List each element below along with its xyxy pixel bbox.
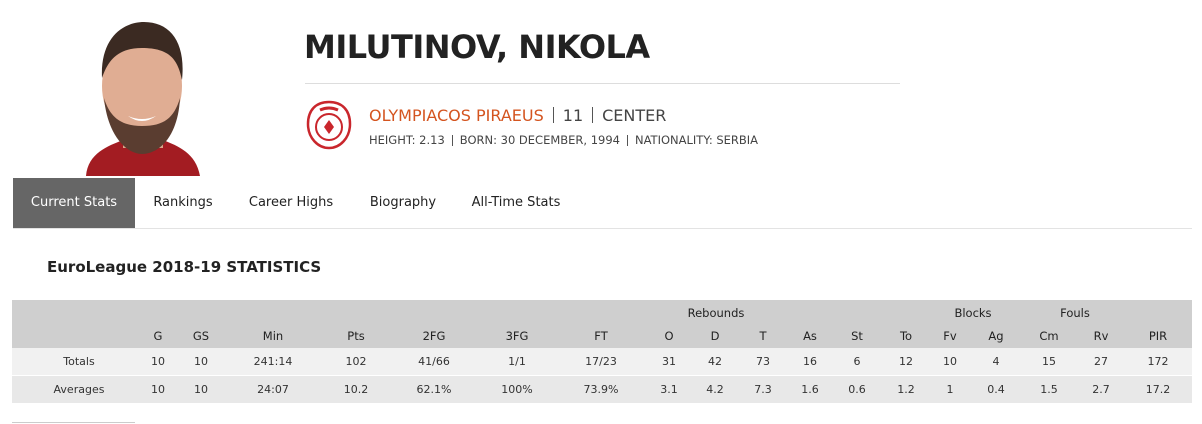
tab-bar: Current Stats Rankings Career Highs Biograp…	[13, 178, 1192, 229]
stat-cell: 241:14	[253, 355, 293, 368]
stat-cell: 31	[662, 355, 676, 368]
team-line: OLYMPIACOS PIRAEUS 11 CENTER	[369, 106, 666, 125]
stat-cell: 1.2	[897, 383, 915, 396]
bio-item: NATIONALITY: SERBIA	[634, 133, 759, 147]
stat-cell: 1	[946, 383, 954, 396]
stat-cell: 2.7	[1092, 383, 1110, 396]
stat-cell: 172	[1147, 355, 1169, 368]
column-group-header: Rebounds	[687, 306, 745, 320]
separator	[626, 135, 628, 146]
column-header: D	[710, 329, 720, 343]
column-group-header: Fouls	[1060, 306, 1090, 320]
separator	[592, 107, 594, 123]
column-header: Cm	[1039, 329, 1059, 343]
column-header: Ag	[988, 329, 1004, 343]
bio-line: HEIGHT: 2.13 BORN: 30 DECEMBER, 1994 NATIO…	[369, 133, 758, 147]
stat-cell: 102	[345, 355, 367, 368]
stat-cell: 100%	[501, 383, 533, 396]
stat-cell: 62.1%	[416, 383, 452, 396]
stat-cell: 10	[151, 355, 165, 368]
column-header: Min	[262, 329, 284, 343]
column-header: G	[153, 329, 163, 343]
tab[interactable]: Current Stats	[13, 178, 135, 228]
stat-cell: 15	[1042, 355, 1056, 368]
stat-cell: 10	[194, 355, 208, 368]
column-header: GS	[192, 329, 210, 343]
column-header: Fv	[943, 329, 957, 343]
stat-cell: 12	[899, 355, 913, 368]
stat-cell: 4	[992, 355, 1000, 368]
stat-cell: 42	[708, 355, 722, 368]
stat-cell: 3.1	[660, 383, 678, 396]
table-header-bg	[12, 300, 1192, 348]
section-title: EuroLeague 2018-19 STATISTICS	[47, 258, 322, 276]
stat-cell: 0.6	[848, 383, 866, 396]
column-header: PIR	[1148, 329, 1168, 343]
column-header: St	[851, 329, 863, 343]
stat-cell: 16	[803, 355, 817, 368]
divider	[305, 83, 900, 84]
stat-cell: 1/1	[508, 355, 526, 368]
column-header: FT	[594, 329, 608, 343]
stat-cell: 1.5	[1040, 383, 1058, 396]
stat-cell: 6	[853, 355, 861, 368]
stat-cell: 10	[943, 355, 957, 368]
bio-item: BORN: 30 DECEMBER, 1994	[459, 133, 620, 147]
stat-cell: 10.2	[343, 383, 369, 396]
row-bg	[12, 348, 1192, 376]
column-header: Pts	[347, 329, 365, 343]
player-photo	[86, 22, 200, 176]
column-header: O	[664, 329, 674, 343]
column-header: To	[899, 329, 913, 343]
column-header: 3FG	[505, 329, 529, 343]
column-header: As	[803, 329, 817, 343]
stat-cell: 1.6	[801, 383, 819, 396]
column-header: 2FG	[422, 329, 446, 343]
stat-cell: 17.2	[1145, 383, 1171, 396]
column-group-header: Blocks	[954, 306, 992, 320]
bio-item: HEIGHT: 2.13	[369, 133, 445, 147]
stat-cell: 0.4	[987, 383, 1005, 396]
stat-cell: 7.3	[754, 383, 772, 396]
stat-cell: 17/23	[585, 355, 617, 368]
column-header: Rv	[1093, 329, 1109, 343]
jersey-number: 11	[562, 106, 584, 125]
stat-cell: 10	[194, 383, 208, 396]
separator	[552, 107, 554, 123]
row-label: Averages	[53, 383, 105, 396]
player-name: MILUTINOV, NIKOLA	[304, 28, 650, 66]
tab[interactable]: Rankings	[153, 195, 213, 210]
team-logo	[306, 100, 352, 150]
stat-cell: 73.9%	[583, 383, 619, 396]
divider	[12, 422, 135, 423]
stat-cell: 10	[151, 383, 165, 396]
separator	[451, 135, 453, 146]
tab[interactable]: Biography	[369, 195, 437, 210]
stat-cell: 73	[756, 355, 770, 368]
tab[interactable]: All-Time Stats	[471, 195, 561, 210]
team-name[interactable]: OLYMPIACOS PIRAEUS	[369, 106, 544, 125]
column-header: T	[759, 329, 767, 343]
stat-cell: 41/66	[418, 355, 450, 368]
stat-cell: 24:07	[257, 383, 289, 396]
row-label: Totals	[63, 355, 95, 368]
stat-cell: 4.2	[706, 383, 724, 396]
position: CENTER	[602, 106, 667, 125]
tab[interactable]: Career Highs	[248, 195, 334, 210]
row-bg	[12, 376, 1192, 404]
stat-cell: 27	[1094, 355, 1108, 368]
